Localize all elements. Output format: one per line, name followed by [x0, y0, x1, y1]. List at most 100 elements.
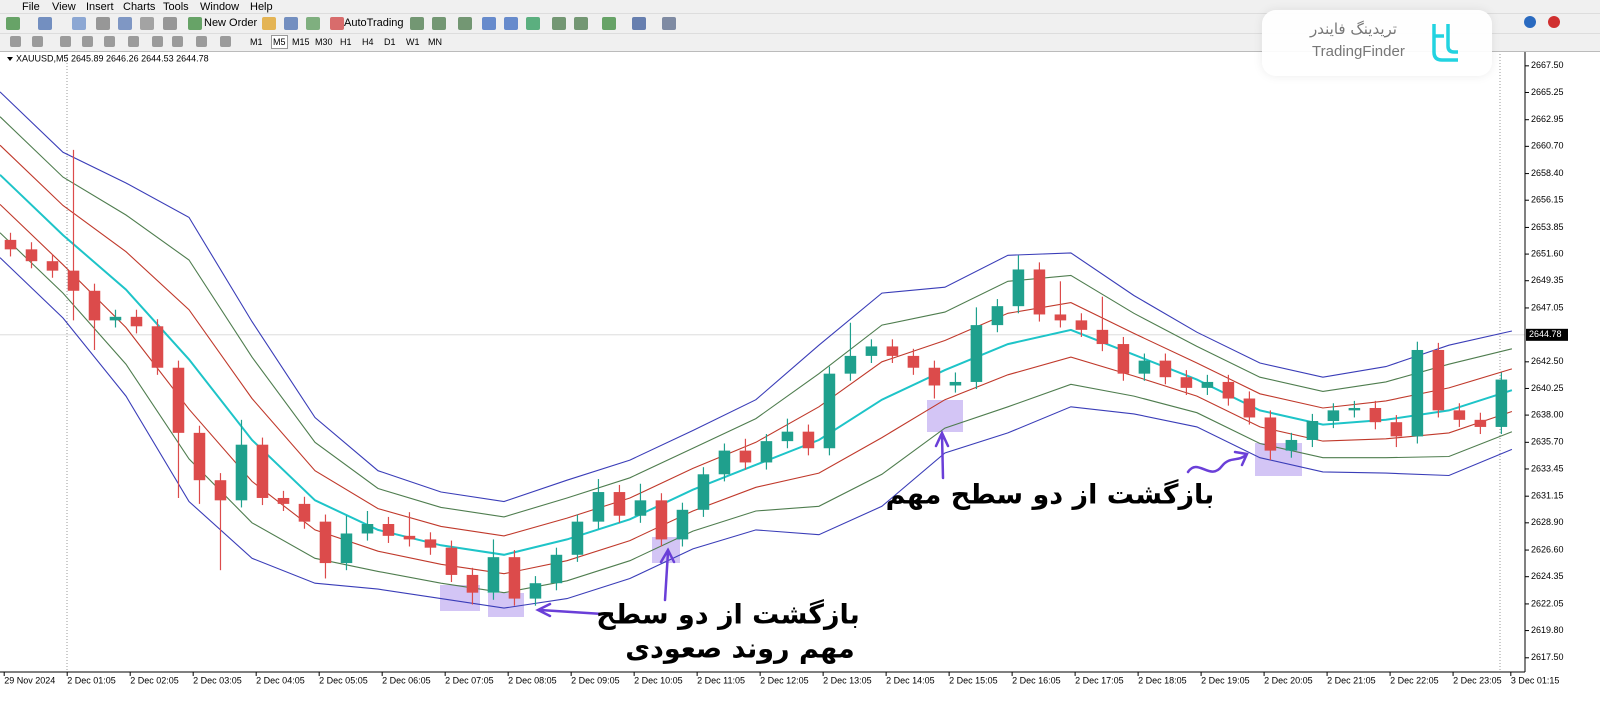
timeframe-button[interactable]: W1	[406, 37, 420, 47]
candle-body	[718, 450, 731, 475]
candle-body	[1033, 269, 1046, 315]
highlight-zone	[652, 537, 680, 563]
menu-item[interactable]: View	[52, 1, 76, 13]
watermark-logo	[1432, 24, 1458, 62]
toolbar-icon[interactable]	[330, 17, 344, 30]
y-tick-label: 2642.50	[1531, 356, 1564, 366]
y-tick-label: 2617.50	[1531, 652, 1564, 662]
toolbar-icon[interactable]	[6, 17, 20, 30]
candle-body	[634, 500, 647, 516]
menu-item[interactable]: Tools	[163, 1, 189, 13]
candle-body	[1201, 381, 1214, 388]
timeframe-button[interactable]: H4	[362, 37, 374, 47]
toolbar-icon[interactable]	[552, 17, 566, 30]
toolbar-icon[interactable]	[574, 17, 588, 30]
x-tick-label: 2 Dec 09:05	[571, 675, 620, 685]
toolbar-icon[interactable]	[262, 17, 276, 30]
x-tick-label: 2 Dec 16:05	[1012, 675, 1061, 685]
tool-icon[interactable]	[220, 36, 231, 47]
tool-icon[interactable]	[10, 36, 21, 47]
timeframe-button[interactable]: M1	[250, 37, 263, 47]
y-tick-label: 2619.80	[1531, 625, 1564, 635]
toolbar-icon[interactable]	[38, 17, 52, 30]
candle-body	[802, 431, 815, 449]
tool-icon[interactable]	[104, 36, 115, 47]
candle-body	[130, 316, 143, 327]
y-tick-label: 2653.85	[1531, 222, 1564, 232]
tool-icon[interactable]	[172, 36, 183, 47]
candle-body	[739, 450, 752, 463]
x-tick-label: 2 Dec 17:05	[1075, 675, 1124, 685]
toolbar-icon[interactable]	[410, 17, 424, 30]
candle-body	[151, 326, 164, 368]
toolbar: New Order AutoTrading	[0, 14, 1600, 34]
timeframe-button[interactable]: H1	[340, 37, 352, 47]
timeframe-button[interactable]: D1	[384, 37, 396, 47]
status-icon[interactable]	[1524, 16, 1536, 28]
toolbar-icon[interactable]	[140, 17, 154, 30]
timeframe-button[interactable]: M30	[315, 37, 333, 47]
candle-body	[424, 539, 437, 548]
menu-item[interactable]: Window	[200, 1, 240, 13]
candle-body	[1411, 349, 1424, 437]
candle-body	[1054, 314, 1067, 321]
y-tick-label: 2658.40	[1531, 168, 1564, 178]
toolbar-icon[interactable]	[188, 17, 202, 30]
toolbar-icon[interactable]	[118, 17, 132, 30]
toolbar-icon[interactable]	[432, 17, 446, 30]
y-tick-label: 2665.25	[1531, 87, 1564, 97]
toolbar-icon[interactable]	[602, 17, 616, 30]
candle-body	[697, 474, 710, 510]
y-tick-label: 2628.90	[1531, 517, 1564, 527]
last-price-box	[1526, 328, 1568, 341]
menu-item[interactable]: Help	[250, 1, 273, 13]
tool-icon[interactable]	[152, 36, 163, 47]
toolbar-icon[interactable]	[284, 17, 298, 30]
toolbar-icon[interactable]	[163, 17, 177, 30]
x-tick-label: 2 Dec 04:05	[256, 675, 305, 685]
candle-body	[1348, 407, 1361, 411]
band-line	[0, 204, 1513, 575]
menu-item[interactable]: Charts	[123, 1, 156, 13]
toolbar-icon[interactable]	[632, 17, 646, 30]
x-tick-label: 29 Nov 2024	[4, 675, 55, 685]
x-tick-label: 2 Dec 23:05	[1453, 675, 1502, 685]
candle-body	[1327, 410, 1340, 422]
timeframe-button[interactable]: MN	[428, 37, 442, 47]
toolbar-icon[interactable]	[458, 17, 472, 30]
toolbar-icon[interactable]	[306, 17, 320, 30]
tool-icon[interactable]	[196, 36, 207, 47]
x-tick-label: 2 Dec 15:05	[949, 675, 998, 685]
candle-body	[886, 346, 899, 356]
new-order-button[interactable]: New Order	[204, 17, 258, 29]
toolbar-icon[interactable]	[526, 17, 540, 30]
menu-item[interactable]: Insert	[86, 1, 114, 13]
toolbar-icon[interactable]	[482, 17, 496, 30]
y-tick-label: 2667.50	[1531, 60, 1564, 70]
x-tick-label: 2 Dec 13:05	[823, 675, 872, 685]
watermark-latin: TradingFinder	[1312, 43, 1405, 60]
band-line	[0, 91, 1513, 503]
toolbar-icon[interactable]	[96, 17, 110, 30]
tool-icon[interactable]	[128, 36, 139, 47]
highlight-zone	[927, 400, 963, 432]
candle-body	[1180, 377, 1193, 388]
toolbar-icon[interactable]	[662, 17, 676, 30]
candle-body	[760, 441, 773, 463]
x-tick-label: 2 Dec 11:05	[697, 675, 745, 685]
status-icon[interactable]	[1548, 16, 1560, 28]
candle-body	[1159, 360, 1172, 378]
timeframe-button[interactable]: M5	[271, 35, 288, 49]
menu-item[interactable]: File	[22, 1, 40, 13]
timeframe-button[interactable]: M15	[292, 37, 310, 47]
toolbar-icon[interactable]	[72, 17, 86, 30]
tool-icon[interactable]	[32, 36, 43, 47]
tool-icon[interactable]	[82, 36, 93, 47]
autotrading-button[interactable]: AutoTrading	[344, 17, 404, 29]
x-tick-label: 2 Dec 06:05	[382, 675, 431, 685]
x-tick-label: 2 Dec 03:05	[193, 675, 242, 685]
toolbar-icon[interactable]	[504, 17, 518, 30]
tool-icon[interactable]	[60, 36, 71, 47]
candle-body	[1222, 381, 1235, 399]
